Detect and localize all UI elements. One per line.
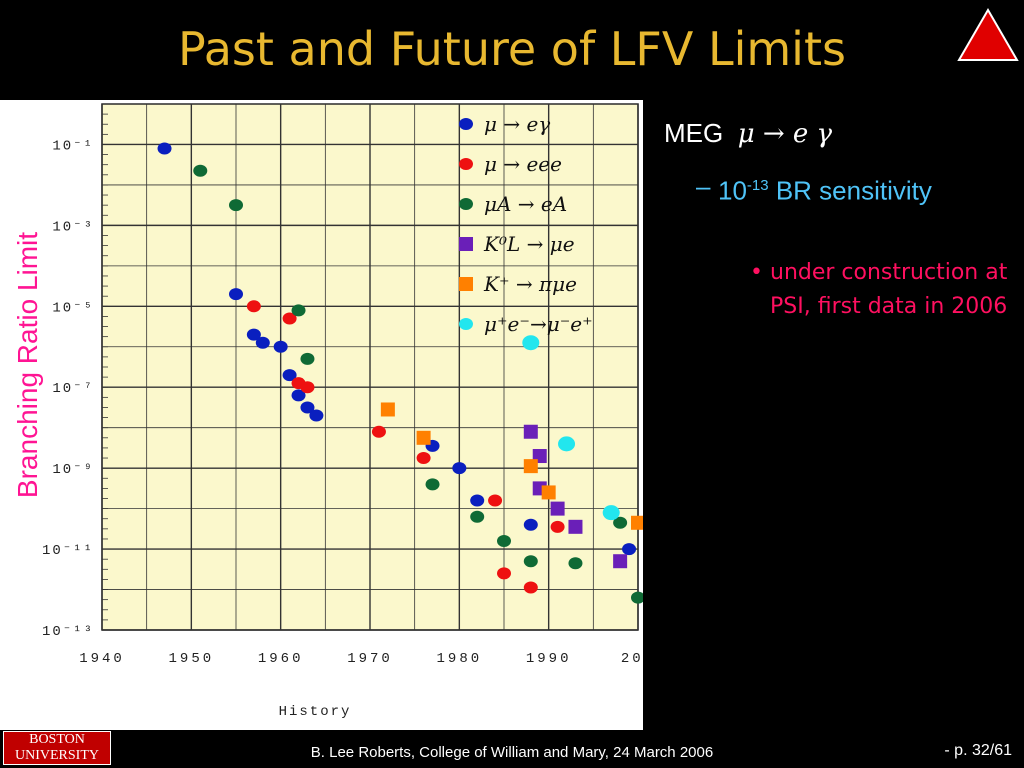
- lfv-chart: 10⁻¹ 10⁻³ 10⁻⁵ 10⁻⁷ 10⁻⁹ 10⁻¹¹ 10⁻¹³ 1940 1950 19…: [42, 103, 643, 720]
- x-tick-label: 1950: [169, 651, 215, 667]
- y-tick-label: 10⁻¹¹: [42, 543, 94, 559]
- data-point: [470, 494, 485, 507]
- bullet-sensitivity: – 10-13 BR sensitivity: [696, 171, 932, 206]
- up-triangle-icon[interactable]: [955, 6, 1021, 64]
- legend-marker: [459, 158, 473, 170]
- x-tick-label: 1990: [526, 651, 572, 667]
- data-point-square: [541, 485, 556, 500]
- data-point-square: [523, 424, 538, 439]
- bullet-meg-label: MEG: [664, 118, 724, 148]
- data-point: [470, 510, 485, 523]
- data-point: [523, 518, 538, 531]
- legend-label: μA → eA: [484, 192, 567, 216]
- data-point: [416, 452, 431, 465]
- data-point: [273, 340, 288, 353]
- data-point: [300, 381, 315, 394]
- data-point: [309, 409, 324, 422]
- data-point-square: [568, 519, 583, 534]
- y-tick-label: 10⁻⁷: [52, 381, 94, 397]
- data-point: [282, 369, 297, 382]
- legend-label: K⁰L → μe: [483, 232, 575, 256]
- legend-label: μ → eee: [484, 152, 562, 176]
- data-point: [300, 352, 315, 365]
- logo-line1: BOSTON: [29, 732, 85, 747]
- data-point: [558, 436, 576, 452]
- data-point: [246, 328, 261, 341]
- legend-marker: [459, 277, 473, 291]
- y-tick-label: 10⁻⁵: [52, 300, 94, 316]
- y-tick-label: 10⁻¹³: [42, 624, 94, 640]
- data-point-square: [380, 402, 395, 417]
- page-number: - p. 32/61: [944, 742, 1012, 759]
- data-point: [523, 555, 538, 568]
- data-point: [550, 520, 565, 533]
- x-tick-label: 1960: [258, 651, 304, 667]
- legend-label: K⁺ → πμe: [483, 272, 577, 296]
- bullet-sensitivity-exp: -13: [746, 177, 769, 194]
- bullet-psi: • under construction at PSI, first data …: [750, 260, 1008, 319]
- y-tick-label: 10⁻¹: [52, 138, 94, 154]
- bullet-meg: MEG μ → e γ: [664, 118, 832, 149]
- data-point-square: [416, 430, 431, 445]
- data-point: [452, 462, 467, 475]
- data-point: [568, 557, 583, 570]
- bullet-meg-formula: μ → e γ: [737, 119, 833, 149]
- data-point: [622, 543, 637, 556]
- data-point: [613, 516, 628, 529]
- data-point: [371, 425, 386, 438]
- y-tick-label: 10⁻³: [52, 219, 94, 235]
- x-tick-label: 1980: [437, 651, 483, 667]
- x-tick-label: 1970: [347, 651, 393, 667]
- boston-university-logo: BOSTON UNIVERSITY: [3, 731, 111, 765]
- data-point: [229, 199, 243, 212]
- y-axis-label: Branching Ratio Limit: [12, 231, 43, 499]
- data-point: [229, 288, 243, 301]
- data-point: [282, 312, 297, 325]
- data-point-square: [550, 501, 565, 516]
- data-point: [193, 164, 208, 177]
- data-point: [300, 401, 315, 414]
- x-tick-label: 200: [621, 651, 643, 667]
- bullet-sensitivity-base: 10: [718, 175, 747, 206]
- slide-title: Past and Future of LFV Limits: [178, 22, 846, 76]
- x-axis-label: History: [279, 704, 352, 720]
- legend-marker: [459, 318, 473, 330]
- data-point: [157, 142, 172, 155]
- data-point-square: [631, 515, 643, 530]
- logo-line2: UNIVERSITY: [15, 748, 99, 763]
- data-point: [631, 591, 643, 604]
- data-point: [602, 505, 620, 521]
- x-tick-label: 1940: [79, 651, 125, 667]
- data-point: [497, 534, 511, 547]
- data-point: [291, 304, 306, 317]
- data-point: [497, 567, 511, 580]
- data-point-square: [613, 554, 628, 569]
- data-point: [246, 300, 261, 313]
- legend-label: μ⁺e⁻→μ⁻e⁺: [484, 312, 593, 336]
- data-point: [522, 335, 540, 351]
- data-point: [291, 389, 306, 402]
- legend-marker: [459, 237, 473, 251]
- legend-marker: [459, 198, 473, 210]
- data-point: [425, 478, 440, 491]
- data-point: [255, 336, 270, 349]
- data-point: [523, 581, 538, 594]
- legend-label: μ → eγ: [484, 112, 550, 136]
- bullet-psi-text: under construction at PSI, first data in…: [770, 260, 1008, 319]
- data-point-square: [523, 459, 538, 474]
- data-point: [488, 494, 503, 507]
- bullet-sensitivity-text: BR sensitivity: [768, 175, 932, 206]
- chart-panel: 10⁻¹ 10⁻³ 10⁻⁵ 10⁻⁷ 10⁻⁹ 10⁻¹¹ 10⁻¹³ 1940 1950 19…: [0, 100, 643, 730]
- footer-credit: B. Lee Roberts, College of William and M…: [310, 744, 714, 761]
- legend-marker: [459, 118, 473, 130]
- y-tick-label: 10⁻⁹: [52, 462, 94, 478]
